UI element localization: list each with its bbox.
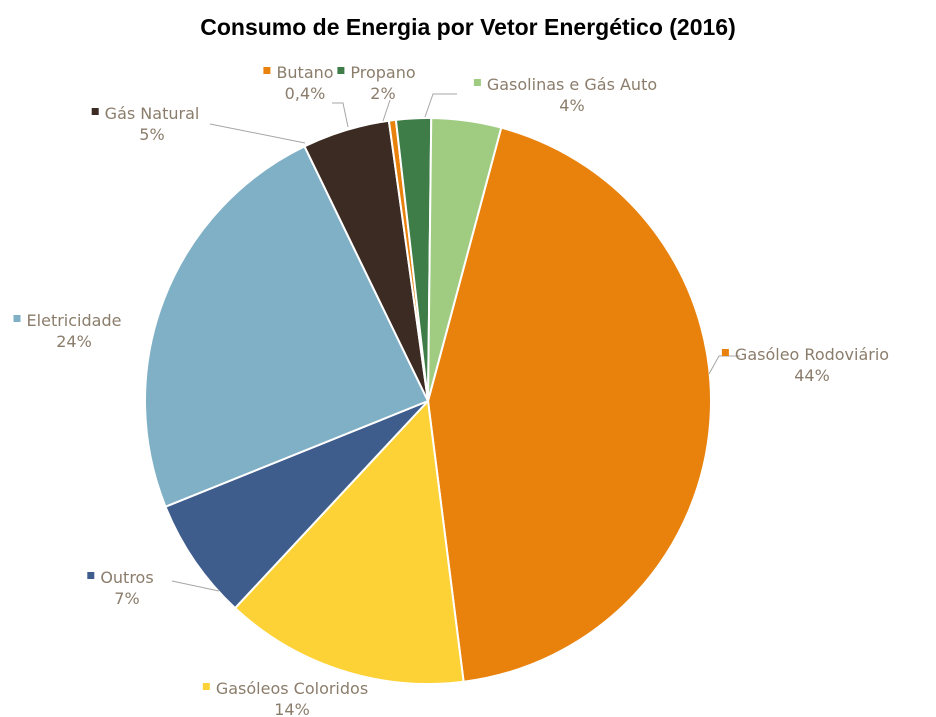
pie-slice-gas-leo-rodovi-rio <box>426 126 712 683</box>
data-label-category: Eletricidade <box>27 311 122 330</box>
data-label-category: Gás Natural <box>105 104 200 123</box>
pie-slice-eletricidade <box>144 145 430 509</box>
label-marker <box>337 67 345 74</box>
label-marker <box>721 349 729 356</box>
leader-line <box>209 123 306 144</box>
pie-slice-gas-leos-coloridos <box>233 398 465 685</box>
data-label: Butano 0,4% <box>263 63 334 103</box>
label-marker <box>263 67 271 74</box>
data-label: Eletricidade 24% <box>13 311 122 351</box>
data-label-value: 24% <box>56 332 92 351</box>
data-label-category: Propano <box>350 63 415 82</box>
leader-line <box>382 99 391 122</box>
leader-line <box>708 355 740 375</box>
data-label: Gás Natural 5% <box>91 104 200 144</box>
data-label-category: Outros <box>100 568 153 587</box>
label-marker <box>87 572 95 579</box>
data-label-value: 0,4% <box>285 84 326 103</box>
data-label-category: Gasolinas e Gás Auto <box>487 75 657 94</box>
data-label: Gasolinas e Gás Auto 4% <box>473 75 657 115</box>
leader-line <box>332 102 349 128</box>
data-label-category: Gasóleos Coloridos <box>216 679 368 698</box>
data-label-value: 5% <box>139 125 164 144</box>
data-label-category: Gasóleo Rodoviário <box>735 345 889 364</box>
data-label: Outros 7% <box>87 568 154 608</box>
leader-line <box>171 580 220 592</box>
chart-title: Consumo de Energia por Vetor Energético … <box>200 14 736 40</box>
data-label-value: 2% <box>370 84 395 103</box>
pie-slice-outros <box>164 400 429 610</box>
data-label: Gasóleos Coloridos 14% <box>202 679 368 717</box>
data-label-value: 44% <box>794 366 830 385</box>
label-marker <box>473 79 481 86</box>
pie-slice-gasolinas-e-g-s-auto <box>427 117 503 402</box>
label-marker <box>202 683 210 690</box>
label-marker <box>91 108 99 115</box>
data-label-value: 14% <box>274 700 310 717</box>
data-label: Propano 2% <box>337 63 416 103</box>
leader-line <box>424 93 457 118</box>
data-label: Gasóleo Rodoviário 44% <box>721 345 889 385</box>
label-marker <box>13 315 21 322</box>
data-label-category: Butano <box>276 63 333 82</box>
data-label-value: 7% <box>114 589 139 608</box>
data-label-value: 4% <box>559 96 584 115</box>
